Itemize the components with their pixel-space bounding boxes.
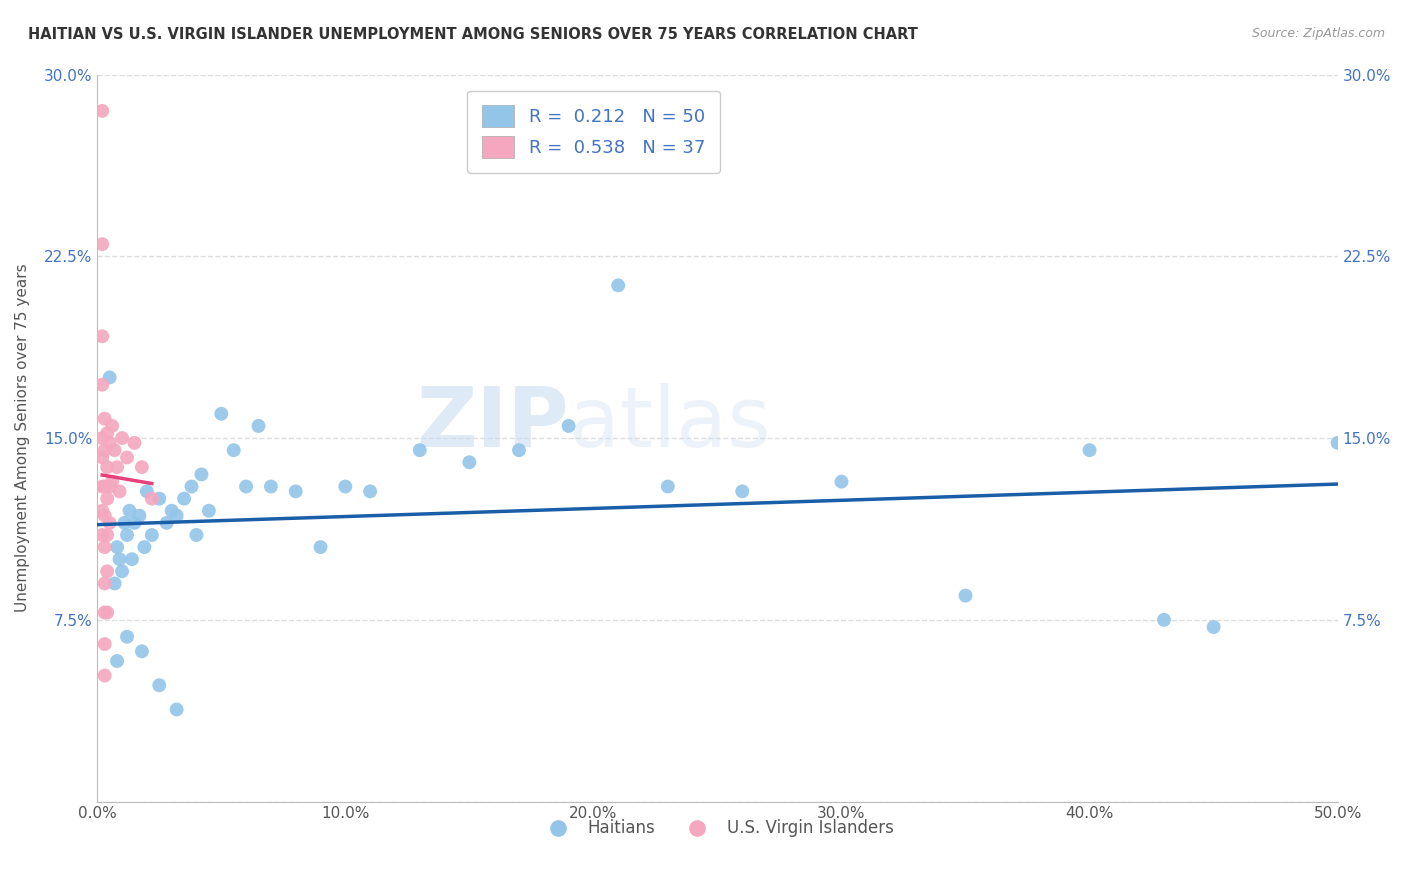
Point — [955, 589, 977, 603]
Point — [93, 540, 115, 554]
Point — [235, 479, 257, 493]
Point — [91, 329, 114, 343]
Point — [115, 450, 138, 465]
Point — [198, 504, 221, 518]
Point — [111, 431, 134, 445]
Point — [91, 504, 114, 518]
Point — [93, 576, 115, 591]
Point — [731, 484, 754, 499]
Point — [98, 479, 121, 493]
Point — [247, 418, 270, 433]
Point — [309, 540, 332, 554]
Point — [96, 528, 118, 542]
Point — [91, 431, 114, 445]
Point — [260, 479, 283, 493]
Legend: Haitians, U.S. Virgin Islanders: Haitians, U.S. Virgin Islanders — [534, 813, 901, 844]
Text: atlas: atlas — [568, 383, 770, 464]
Y-axis label: Unemployment Among Seniors over 75 years: Unemployment Among Seniors over 75 years — [15, 264, 30, 613]
Point — [1078, 443, 1101, 458]
Point — [93, 606, 115, 620]
Point — [148, 678, 170, 692]
Point — [166, 702, 188, 716]
Point — [111, 565, 134, 579]
Point — [657, 479, 679, 493]
Point — [98, 370, 121, 384]
Point — [141, 491, 163, 506]
Point — [1153, 613, 1175, 627]
Point — [1202, 620, 1225, 634]
Point — [284, 484, 307, 499]
Point — [134, 540, 156, 554]
Point — [91, 450, 114, 465]
Point — [141, 528, 163, 542]
Point — [93, 508, 115, 523]
Point — [93, 411, 115, 425]
Point — [135, 484, 157, 499]
Point — [108, 484, 131, 499]
Point — [101, 418, 124, 433]
Point — [105, 540, 128, 554]
Point — [91, 103, 114, 118]
Point — [1326, 436, 1348, 450]
Point — [458, 455, 481, 469]
Point — [91, 377, 114, 392]
Point — [96, 606, 118, 620]
Point — [124, 436, 146, 450]
Point — [104, 576, 127, 591]
Point — [104, 443, 127, 458]
Point — [180, 479, 202, 493]
Point — [557, 418, 579, 433]
Point — [93, 479, 115, 493]
Point — [115, 630, 138, 644]
Point — [131, 460, 153, 475]
Point — [209, 407, 232, 421]
Point — [91, 528, 114, 542]
Point — [91, 237, 114, 252]
Text: HAITIAN VS U.S. VIRGIN ISLANDER UNEMPLOYMENT AMONG SENIORS OVER 75 YEARS CORRELA: HAITIAN VS U.S. VIRGIN ISLANDER UNEMPLOY… — [28, 27, 918, 42]
Point — [508, 443, 530, 458]
Text: Source: ZipAtlas.com: Source: ZipAtlas.com — [1251, 27, 1385, 40]
Point — [105, 460, 128, 475]
Point — [118, 504, 141, 518]
Point — [166, 508, 188, 523]
Point — [96, 565, 118, 579]
Point — [124, 516, 146, 530]
Point — [830, 475, 852, 489]
Point — [98, 436, 121, 450]
Point — [93, 637, 115, 651]
Point — [93, 668, 115, 682]
Point — [121, 552, 143, 566]
Point — [115, 528, 138, 542]
Point — [98, 516, 121, 530]
Point — [93, 443, 115, 458]
Point — [128, 508, 150, 523]
Point — [108, 552, 131, 566]
Point — [222, 443, 245, 458]
Point — [186, 528, 208, 542]
Point — [173, 491, 195, 506]
Point — [156, 516, 179, 530]
Point — [131, 644, 153, 658]
Point — [96, 426, 118, 441]
Point — [105, 654, 128, 668]
Point — [335, 479, 357, 493]
Point — [607, 278, 630, 293]
Point — [114, 516, 136, 530]
Point — [409, 443, 432, 458]
Point — [101, 475, 124, 489]
Point — [96, 460, 118, 475]
Point — [359, 484, 381, 499]
Point — [91, 479, 114, 493]
Text: ZIP: ZIP — [416, 383, 568, 464]
Point — [190, 467, 212, 482]
Point — [160, 504, 183, 518]
Point — [148, 491, 170, 506]
Point — [96, 491, 118, 506]
